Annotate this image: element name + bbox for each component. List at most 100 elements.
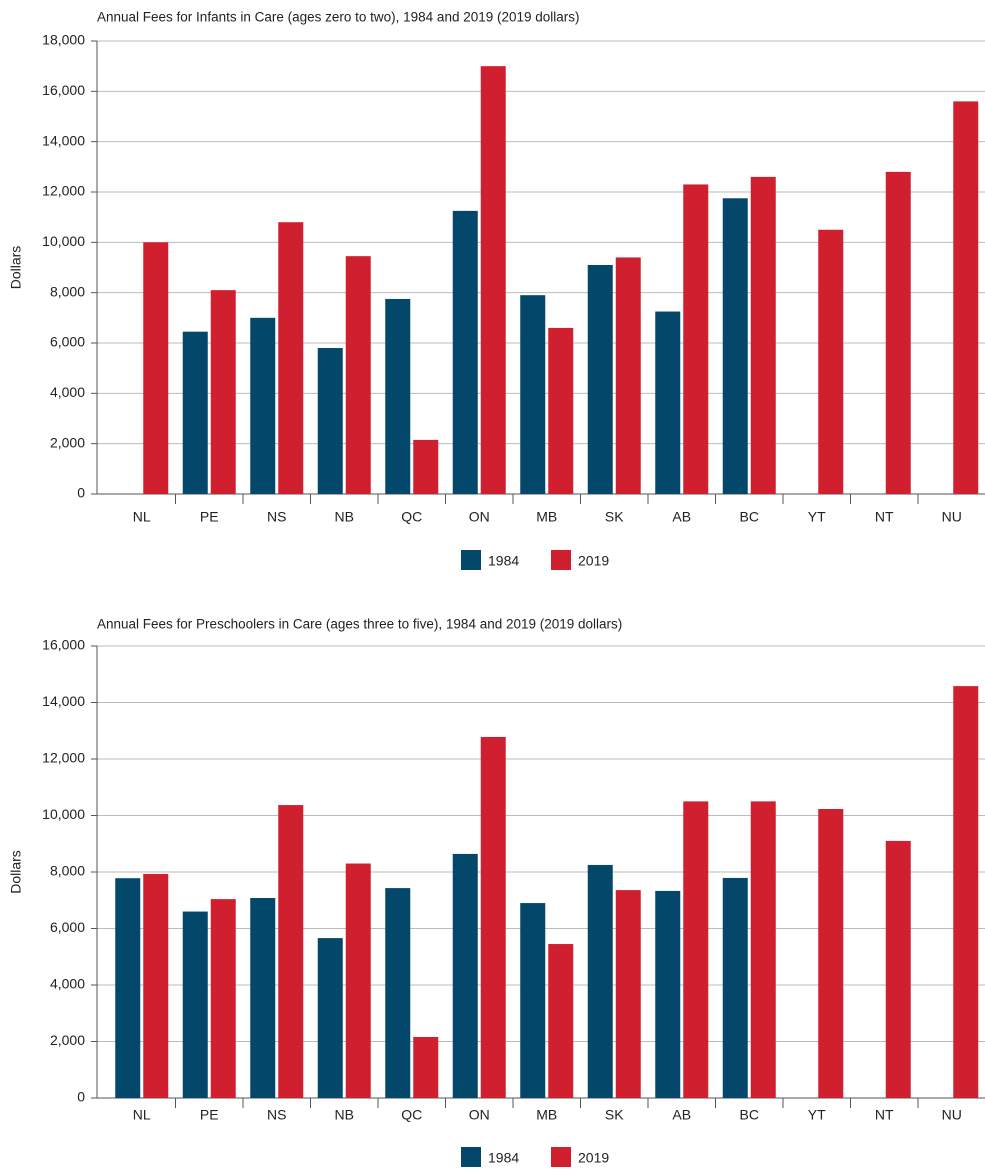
legend-swatch <box>461 1147 481 1167</box>
x-tick-label: AB <box>672 509 691 525</box>
bar <box>885 840 911 1098</box>
x-tick-label: NS <box>267 509 286 525</box>
y-tick-label: 14,000 <box>42 693 85 709</box>
x-tick-label: YT <box>808 509 826 525</box>
y-tick-label: 14,000 <box>42 132 85 148</box>
bar <box>385 888 411 1098</box>
y-axis-label: Dollars <box>8 850 24 894</box>
bar <box>655 311 681 494</box>
y-tick-label: 2,000 <box>50 434 85 450</box>
x-tick-label: PE <box>200 509 219 525</box>
x-tick-label: YT <box>808 1107 826 1123</box>
y-tick-label: 0 <box>77 1089 85 1105</box>
x-tick-label: NS <box>267 1107 286 1123</box>
chart-title: Annual Fees for Preschoolers in Care (ag… <box>97 617 622 632</box>
y-tick-label: 4,000 <box>50 976 85 992</box>
legend-label: 2019 <box>578 1150 609 1166</box>
bar <box>520 295 546 494</box>
bar <box>615 890 641 1098</box>
y-tick-label: 2,000 <box>50 1032 85 1048</box>
x-tick-label: BC <box>740 1107 759 1123</box>
bar <box>115 878 141 1098</box>
bar <box>317 348 343 494</box>
x-tick-label: QC <box>401 509 422 525</box>
bar <box>182 331 208 494</box>
bar <box>385 298 411 494</box>
bar <box>210 899 236 1098</box>
x-tick-label: NU <box>942 509 962 525</box>
y-tick-label: 12,000 <box>42 183 85 199</box>
bar <box>452 210 478 494</box>
legend-label: 1984 <box>488 553 519 569</box>
bar <box>587 264 613 494</box>
bar <box>615 257 641 494</box>
bar <box>953 686 979 1098</box>
bar <box>548 944 574 1098</box>
y-tick-label: 8,000 <box>50 863 85 879</box>
bar <box>683 801 709 1098</box>
y-tick-label: 6,000 <box>50 919 85 935</box>
x-tick-label: NU <box>942 1107 962 1123</box>
x-tick-label: NB <box>335 509 354 525</box>
bar <box>345 256 371 494</box>
x-tick-label: MB <box>536 1107 557 1123</box>
bar <box>722 877 748 1098</box>
y-tick-label: 10,000 <box>42 806 85 822</box>
legend-swatch <box>551 1147 571 1167</box>
y-tick-label: 4,000 <box>50 384 85 400</box>
bar <box>413 439 439 494</box>
x-tick-label: NL <box>133 509 151 525</box>
x-tick-label: SK <box>605 509 624 525</box>
legend-label: 2019 <box>578 553 609 569</box>
y-tick-label: 8,000 <box>50 283 85 299</box>
y-tick-label: 0 <box>77 485 85 501</box>
x-tick-label: NT <box>875 1107 894 1123</box>
bar <box>143 242 169 494</box>
bar <box>480 66 506 495</box>
x-tick-label: NT <box>875 509 894 525</box>
bar <box>480 736 506 1098</box>
x-tick-label: NL <box>133 1107 151 1123</box>
bar <box>953 101 979 495</box>
legend-swatch <box>551 550 571 570</box>
bar <box>250 897 276 1098</box>
bar <box>210 290 236 494</box>
x-tick-label: AB <box>672 1107 691 1123</box>
legend-swatch <box>461 550 481 570</box>
x-tick-label: ON <box>469 1107 490 1123</box>
x-tick-label: NB <box>335 1107 354 1123</box>
x-tick-label: PE <box>200 1107 219 1123</box>
y-tick-label: 18,000 <box>42 32 85 48</box>
bar <box>278 805 304 1098</box>
bar <box>317 938 343 1098</box>
x-tick-label: QC <box>401 1107 422 1123</box>
bar <box>818 229 844 494</box>
bar <box>750 801 776 1098</box>
bar <box>278 222 304 494</box>
bar <box>548 327 574 494</box>
bar <box>520 903 546 1098</box>
bar <box>722 198 748 494</box>
bar <box>143 873 169 1098</box>
bar <box>683 184 709 494</box>
bar <box>250 317 276 494</box>
bar <box>413 1036 439 1098</box>
y-axis-label: Dollars <box>8 246 24 290</box>
legend-label: 1984 <box>488 1150 519 1166</box>
bar <box>750 176 776 494</box>
x-tick-label: MB <box>536 509 557 525</box>
bar <box>345 863 371 1098</box>
bar <box>587 864 613 1098</box>
x-tick-label: BC <box>740 509 759 525</box>
y-tick-label: 6,000 <box>50 334 85 350</box>
bar <box>452 853 478 1098</box>
y-tick-label: 16,000 <box>42 82 85 98</box>
bar <box>182 911 208 1098</box>
x-tick-label: SK <box>605 1107 624 1123</box>
chart-title: Annual Fees for Infants in Care (ages ze… <box>97 10 580 25</box>
x-tick-label: ON <box>469 509 490 525</box>
bar <box>655 890 681 1098</box>
bar <box>818 809 844 1098</box>
